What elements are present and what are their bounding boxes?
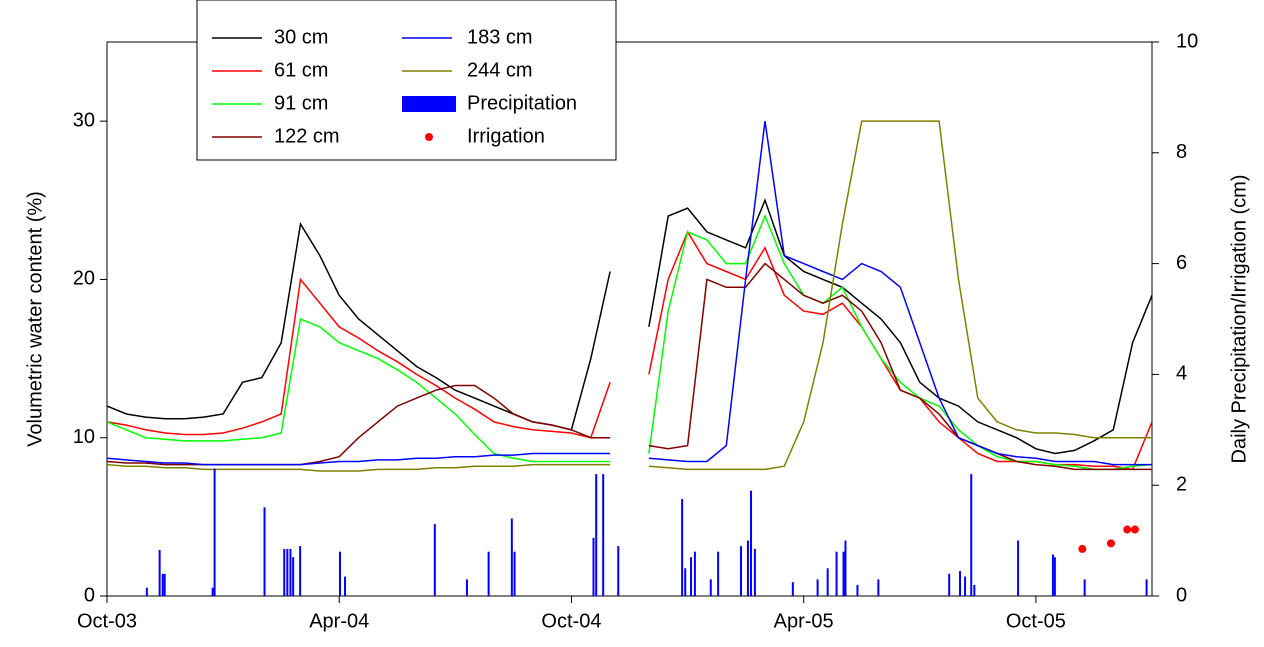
precip-bar <box>487 551 490 596</box>
precip-bar <box>1145 579 1148 596</box>
legend-label: 183 cm <box>467 26 533 48</box>
irrigation-dot <box>1106 539 1115 548</box>
precip-bar <box>816 579 819 596</box>
irrigation-dot <box>1078 544 1087 553</box>
precip-bar <box>750 490 753 596</box>
y-tick-label: 20 <box>73 268 95 290</box>
x-tick-label: Oct-03 <box>77 610 137 632</box>
precip-bar <box>289 548 292 596</box>
irrigation-dot <box>1123 525 1132 534</box>
precip-bar <box>1053 557 1056 596</box>
precip-bar <box>693 551 696 596</box>
precip-bar <box>717 551 720 596</box>
precip-bar <box>163 573 166 596</box>
precip-bar <box>1083 579 1086 596</box>
precip-bar <box>826 568 829 596</box>
precip-bar <box>791 582 794 596</box>
legend-label: 91 cm <box>274 92 328 114</box>
precip-bar <box>292 557 295 596</box>
irrigation-dot <box>1130 525 1139 534</box>
x-tick-label: Apr-05 <box>774 610 834 632</box>
precip-bar <box>973 584 976 596</box>
precip-bar <box>746 540 749 596</box>
precip-bar <box>709 579 712 596</box>
precip-bar <box>286 548 289 596</box>
precip-bar <box>213 468 216 596</box>
y-tick-label: 0 <box>84 584 95 606</box>
precip-bar <box>592 537 595 596</box>
legend-label: Precipitation <box>467 92 577 114</box>
precip-bar <box>513 551 516 596</box>
precip-bar <box>948 573 951 596</box>
y2-tick-label: 10 <box>1176 30 1198 52</box>
precip-bar <box>835 551 838 596</box>
series-line <box>106 120 1152 472</box>
y2-tick-label: 0 <box>1176 584 1187 606</box>
x-tick-label: Apr-04 <box>309 610 369 632</box>
y-tick-label: 10 <box>73 426 95 448</box>
precip-bar <box>510 518 513 596</box>
legend-label: 244 cm <box>467 59 533 81</box>
x-tick-label: Oct-05 <box>1006 610 1066 632</box>
precip-bar <box>1017 540 1020 596</box>
precip-bar <box>211 587 214 596</box>
y2-tick-label: 6 <box>1176 252 1187 274</box>
legend-label: Irrigation <box>467 125 545 147</box>
precip-bar <box>856 584 859 596</box>
precip-bar <box>283 548 286 596</box>
precip-bar <box>844 540 847 596</box>
series-line <box>106 214 1153 471</box>
precip-bar <box>1051 554 1054 596</box>
y-axis-title: Volumetric water content (%) <box>24 191 46 447</box>
precip-bar <box>145 587 148 596</box>
y2-axis-title: Daily Precipitation/Irrigation (cm) <box>1228 175 1250 464</box>
legend-swatch <box>402 96 456 112</box>
series-line <box>106 230 1153 471</box>
y-tick-label: 30 <box>73 109 95 131</box>
series-line <box>106 262 1152 471</box>
legend-label: 122 cm <box>274 125 340 147</box>
precip-bar <box>344 576 347 596</box>
precip-bar <box>602 474 605 596</box>
legend-box <box>196 0 617 161</box>
precip-bar <box>877 579 880 596</box>
precip-bar <box>739 546 742 596</box>
plot-frame <box>106 41 1153 597</box>
y2-tick-label: 4 <box>1176 363 1187 385</box>
precip-bar <box>684 568 687 596</box>
legend-label: 30 cm <box>274 26 328 48</box>
precip-bar <box>753 548 756 596</box>
precip-bar <box>338 551 341 596</box>
precip-bar <box>617 546 620 596</box>
precip-bar <box>433 523 436 596</box>
y2-tick-label: 2 <box>1176 473 1187 495</box>
precip-bar <box>970 474 973 596</box>
legend-label: 61 cm <box>274 59 328 81</box>
precip-bar <box>299 546 302 596</box>
precip-bar <box>595 474 598 596</box>
precip-bar <box>263 507 266 596</box>
precip-bar <box>161 573 164 596</box>
precip-bar <box>465 579 468 596</box>
legend-swatch <box>425 133 433 141</box>
y2-tick-label: 8 <box>1176 141 1187 163</box>
precip-bar <box>690 557 693 596</box>
precip-bar <box>842 551 845 596</box>
precip-bar <box>959 571 962 596</box>
x-tick-label: Oct-04 <box>541 610 601 632</box>
series-line <box>106 120 1152 466</box>
precip-bar <box>681 499 684 596</box>
series-line <box>106 198 1153 455</box>
precip-bar <box>158 550 161 596</box>
precip-bar <box>964 576 967 596</box>
